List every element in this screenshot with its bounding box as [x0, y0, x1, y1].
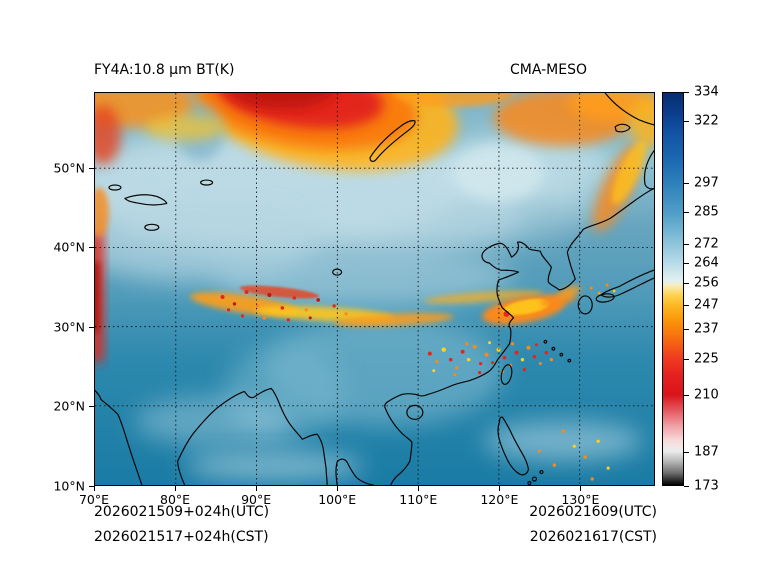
colorbar-tick-mark [684, 451, 689, 453]
lat-tick-label: 50°N [53, 160, 85, 176]
lat-tick-mark [89, 167, 94, 169]
colorbar-tick-label: 247 [694, 297, 719, 313]
plot-title: FY4A:10.8 μm BT(K) [94, 62, 235, 78]
plateau-specks [220, 289, 348, 322]
lat-tick-label: 40°N [53, 239, 85, 255]
lat-tick-label: 30°N [53, 319, 85, 335]
valid-time-utc: 2026021609(UTC) [529, 504, 657, 520]
colorbar-tick-mark [684, 329, 689, 331]
init-time-utc: 2026021509+024h(UTC) [94, 504, 270, 520]
lon-tick-label: 130°E [561, 492, 600, 507]
lon-tick-label: 120°E [480, 492, 519, 507]
colorbar-tick-label: 264 [694, 255, 719, 271]
lon-tick-mark [499, 486, 501, 491]
colorbar-tick-label: 225 [694, 351, 719, 367]
lat-tick-label: 20°N [53, 398, 85, 414]
colorbar-tick-mark [684, 263, 689, 265]
colorbar-tick-label: 334 [694, 84, 719, 100]
map-area [94, 92, 655, 486]
lon-tick-mark [580, 486, 582, 491]
lon-tick-label: 110°E [399, 492, 438, 507]
lat-tick-mark [89, 406, 94, 408]
colorbar-tick-label: 272 [694, 236, 719, 252]
colorbar-tick-label: 256 [694, 275, 719, 291]
lon-tick-mark [418, 486, 420, 491]
lat-tick-mark [89, 247, 94, 249]
lon-tick-label: 70°E [78, 492, 110, 507]
colorbar-tick-mark [684, 243, 689, 245]
colorbar-tick-label: 173 [694, 478, 719, 494]
colorbar-tick-mark [684, 304, 689, 306]
lon-tick-label: 80°E [160, 492, 191, 507]
valid-time-cst: 2026021617(CST) [529, 529, 657, 545]
convective-speckles [427, 341, 553, 377]
colorbar-tick-mark [684, 395, 689, 397]
colorbar-tick-label: 237 [694, 321, 719, 337]
lon-axis: 70°E 80°E 90°E 100°E 110°E 120°E 130°E [79, 486, 655, 512]
lon-tick-mark [175, 486, 177, 491]
lat-tick-mark [89, 486, 94, 487]
model-name: CMA-MESO [510, 62, 588, 78]
lon-tick-mark [94, 486, 95, 491]
colorbar-tick-label: 210 [694, 387, 719, 403]
lon-tick-label: 100°E [318, 492, 357, 507]
satellite-bt-map [95, 93, 654, 485]
colorbar-gradient [663, 93, 683, 485]
lat-tick-mark [89, 326, 94, 328]
colorbar-tick-label: 297 [694, 175, 719, 191]
bt-imagery [95, 93, 654, 485]
lon-tick-mark [256, 486, 258, 491]
colorbar-tick-mark [684, 358, 689, 360]
grid-lines [95, 93, 654, 485]
lat-tick-label: 10°N [53, 478, 85, 494]
colorbar-tick-mark [684, 486, 689, 487]
colorbar-tick-mark [684, 211, 689, 213]
colorbar [662, 92, 684, 486]
init-time-cst: 2026021517+024h(CST) [94, 529, 269, 545]
lon-tick-label: 90°E [241, 492, 272, 507]
colorbar-tick-mark [684, 282, 689, 284]
coastlines [95, 93, 654, 485]
colorbar-tick-label: 322 [694, 113, 719, 129]
colorbar-tick-mark [684, 92, 689, 93]
colorbar-tick-mark [684, 182, 689, 184]
colorbar-axis: 334 322 297 285 272 264 256 247 237 225 210 187 173 [684, 85, 762, 494]
lat-axis: 50°N 40°N 30°N 20°N 10°N [0, 92, 94, 494]
colorbar-tick-mark [684, 121, 689, 123]
lon-tick-mark [337, 486, 339, 491]
colorbar-tick-label: 285 [694, 204, 719, 220]
scattered-specks [537, 283, 616, 481]
colorbar-tick-label: 187 [694, 444, 719, 460]
